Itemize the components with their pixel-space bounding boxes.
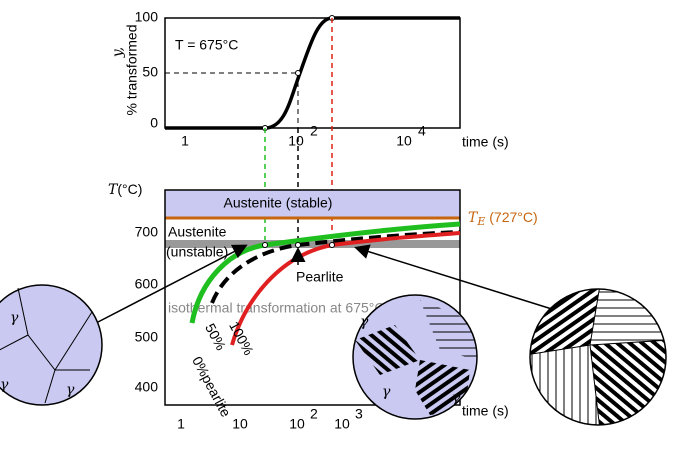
te-label: TE (727°C) <box>468 209 538 228</box>
annotation: isothermal transformation at 675°C <box>168 300 384 316</box>
curve-label: 50% <box>202 321 229 353</box>
isothermal-band <box>165 240 460 248</box>
y-tick-label: 600 <box>135 276 159 292</box>
grain-label: γ <box>382 384 391 400</box>
x-tick-label: 1 <box>181 133 189 149</box>
label-part: T <box>108 182 119 198</box>
grain-label: γ <box>360 314 369 330</box>
y-label: y, <box>110 47 126 59</box>
x-tick-label: 1 <box>177 416 185 432</box>
y-label: T(°C) <box>108 181 142 198</box>
x-tick-label: 10 <box>288 133 304 149</box>
y-tick-label: 100 <box>135 9 159 25</box>
arrow <box>97 244 248 323</box>
x-label: time (s) <box>462 403 509 419</box>
y-tick-label: 400 <box>135 379 159 395</box>
region-label: Pearlite <box>296 269 344 285</box>
grain-label: γ <box>66 382 75 398</box>
label-part: T <box>468 210 479 226</box>
plot-frame <box>164 189 461 406</box>
y-tick-label: 700 <box>135 224 159 240</box>
x-tick-label: 10 <box>334 416 350 432</box>
curve-label: 0%pearlite <box>189 354 234 420</box>
label-part: (727°C) <box>485 209 537 225</box>
x-label: time (s) <box>462 134 509 150</box>
region-label: Austenite <box>168 224 227 240</box>
y-tick-label: 500 <box>135 329 159 345</box>
grain-label: γ <box>452 390 461 406</box>
grain-label: γ <box>0 377 9 393</box>
x-tick-label: 10 <box>232 416 248 432</box>
partial-pearlite: γ γ γ <box>352 294 478 420</box>
y-tick-label: 0 <box>150 115 158 131</box>
y-label: % transformed <box>124 24 140 115</box>
label-part: E <box>476 215 485 228</box>
x-tick-exp: 2 <box>310 123 318 139</box>
region-label: (unstable) <box>166 244 228 260</box>
plot-frame <box>164 17 461 129</box>
guide <box>165 72 299 128</box>
x-tick-exp: 3 <box>355 406 363 422</box>
y-tick-label: 50 <box>142 64 158 80</box>
x-tick-label: 10 <box>396 133 412 149</box>
grain-label: γ <box>10 310 19 326</box>
bottom-plot: Austenite (stable) TE (727°C) Austenite … <box>108 181 538 432</box>
x-tick-exp: 4 <box>418 123 426 139</box>
region-label: Austenite (stable) <box>224 195 333 211</box>
start-curve <box>189 221 461 324</box>
curve-label: 100% <box>226 319 257 358</box>
austenite-grains: γ γ γ <box>0 284 103 406</box>
top-plot: y, % transformed 100 50 0 T = 675°C 1 10… <box>110 9 509 150</box>
arrow <box>354 244 556 311</box>
stable-region <box>165 190 460 218</box>
annotation: T = 675°C <box>175 37 238 53</box>
transform-curve <box>165 16 460 130</box>
x-tick-label: 10 <box>289 416 305 432</box>
x-tick-exp: 2 <box>310 406 318 422</box>
full-pearlite <box>529 288 667 426</box>
label-part: (°C) <box>117 181 142 197</box>
